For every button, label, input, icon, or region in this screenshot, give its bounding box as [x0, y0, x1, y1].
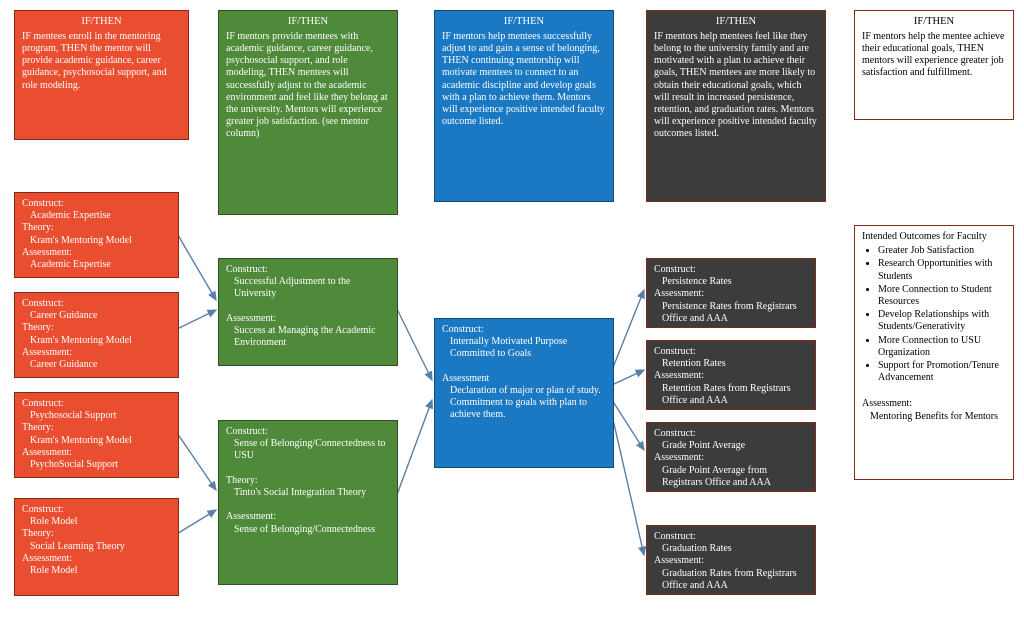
l: Theory: — [22, 422, 54, 433]
l: Construct: — [654, 428, 696, 439]
v: Persistence Rates — [662, 276, 808, 288]
v: Persistence Rates from Registrars Office… — [662, 301, 808, 325]
l: Assessment: — [226, 313, 276, 324]
header: IF/THEN — [442, 16, 606, 29]
body: IF mentors provide mentees with academic… — [226, 31, 390, 141]
v: Kram's Mentoring Model — [30, 435, 171, 447]
col2-box-b: Construct: Sense of Belonging/Connectedn… — [218, 420, 398, 585]
col5-outcomes: Intended Outcomes for Faculty Greater Jo… — [854, 225, 1014, 480]
outcome-item: Greater Job Satisfaction — [878, 245, 1006, 257]
l: Assessment: — [654, 452, 704, 463]
assessment-value: Mentoring Benefits for Mentors — [870, 411, 1006, 423]
body: IF mentors help mentees successfully adj… — [442, 31, 606, 129]
l: Construct: — [22, 398, 64, 409]
col3-ifthen: IF/THEN IF mentors help mentees successf… — [434, 10, 614, 202]
outcome-item: Support for Promotion/Tenure Advancement — [878, 360, 1006, 384]
header: IF/THEN — [862, 16, 1006, 29]
body: IF mentees enroll in the mentoring progr… — [22, 31, 181, 92]
v: Role Model — [30, 565, 171, 577]
v: Grade Point Average from Registrars Offi… — [662, 465, 808, 489]
v: Committed to Goals — [450, 348, 606, 360]
col1-box-2: Construct: Career Guidance Theory: Kram'… — [14, 292, 179, 378]
l: Assessment — [442, 373, 489, 384]
header: IF/THEN — [654, 16, 818, 29]
v: Successful Adjustment to the University — [234, 276, 390, 300]
header: IF/THEN — [22, 16, 181, 29]
col1-box-3: Construct: Psychosocial Support Theory: … — [14, 392, 179, 478]
col4-ifthen: IF/THEN IF mentors help mentees feel lik… — [646, 10, 826, 202]
col4-box-2: Construct: Retention Rates Assessment: R… — [646, 340, 816, 410]
v: Kram's Mentoring Model — [30, 235, 171, 247]
l: Construct: — [654, 531, 696, 542]
v: Graduation Rates from Registrars Office … — [662, 568, 808, 592]
col5-ifthen: IF/THEN IF mentors help the mentee achie… — [854, 10, 1014, 120]
v: Career Guidance — [30, 359, 171, 371]
l: Construct: — [22, 198, 64, 209]
v: Graduation Rates — [662, 543, 808, 555]
l: Construct: — [226, 426, 268, 437]
col2-ifthen: IF/THEN IF mentors provide mentees with … — [218, 10, 398, 215]
v: Career Guidance — [30, 310, 171, 322]
v: PsychoSocial Support — [30, 459, 171, 471]
v: Psychosocial Support — [30, 410, 171, 422]
l: Construct: — [654, 264, 696, 275]
l: Assessment: — [226, 511, 276, 522]
col1-ifthen: IF/THEN IF mentees enroll in the mentori… — [14, 10, 189, 140]
outcome-item: More Connection to USU Organization — [878, 335, 1006, 359]
l: Assessment: — [22, 247, 72, 258]
l: Assessment: — [654, 370, 704, 381]
outcome-item: Research Opportunities with Students — [878, 258, 1006, 282]
v: Grade Point Average — [662, 440, 808, 452]
col1-box-1: Construct: Academic Expertise Theory: Kr… — [14, 192, 179, 278]
l: Assessment: — [654, 555, 704, 566]
l: Assessment: — [22, 553, 72, 564]
v: Social Learning Theory — [30, 541, 171, 553]
outcome-item: Develop Relationships with Students/Gene… — [878, 309, 1006, 333]
l: Construct: — [442, 324, 484, 335]
v: Retention Rates — [662, 358, 808, 370]
col3-box-a: Construct: Internally Motivated Purpose … — [434, 318, 614, 468]
v: Retention Rates from Registrars Office a… — [662, 383, 808, 407]
l: Assessment: — [654, 288, 704, 299]
l: Assessment: — [22, 447, 72, 458]
col4-box-3: Construct: Grade Point Average Assessmen… — [646, 422, 816, 492]
v: Success at Managing the Academic Environ… — [234, 325, 390, 349]
assessment-label: Assessment: — [862, 398, 1006, 410]
l: Construct: — [22, 298, 64, 309]
l: Theory: — [226, 475, 258, 486]
v: Sense of Belonging/Connectedness to USU — [234, 438, 390, 462]
v: Tinto's Social Integration Theory — [234, 487, 390, 499]
col4-box-4: Construct: Graduation Rates Assessment: … — [646, 525, 816, 595]
outcomes-title: Intended Outcomes for Faculty — [862, 231, 1006, 243]
col1-box-4: Construct: Role Model Theory: Social Lea… — [14, 498, 179, 596]
v: Role Model — [30, 516, 171, 528]
l: Construct: — [654, 346, 696, 357]
body: IF mentors help mentees feel like they b… — [654, 31, 818, 141]
v: Internally Motivated Purpose — [450, 336, 606, 348]
outcomes-list: Greater Job SatisfactionResearch Opportu… — [878, 245, 1006, 384]
col4-box-1: Construct: Persistence Rates Assessment:… — [646, 258, 816, 328]
l: Theory: — [22, 322, 54, 333]
l: Construct: — [226, 264, 268, 275]
v: Declaration of major or plan of study. C… — [450, 385, 606, 422]
v: Sense of Belonging/Connectedness — [234, 524, 390, 536]
l: Theory: — [22, 528, 54, 539]
body: IF mentors help the mentee achieve their… — [862, 31, 1006, 80]
outcome-item: More Connection to Student Resources — [878, 284, 1006, 308]
l: Construct: — [22, 504, 64, 515]
l: Assessment: — [22, 347, 72, 358]
l: Theory: — [22, 222, 54, 233]
header: IF/THEN — [226, 16, 390, 29]
v: Academic Expertise — [30, 259, 171, 271]
v: Kram's Mentoring Model — [30, 335, 171, 347]
v: Academic Expertise — [30, 210, 171, 222]
col2-box-a: Construct: Successful Adjustment to the … — [218, 258, 398, 366]
